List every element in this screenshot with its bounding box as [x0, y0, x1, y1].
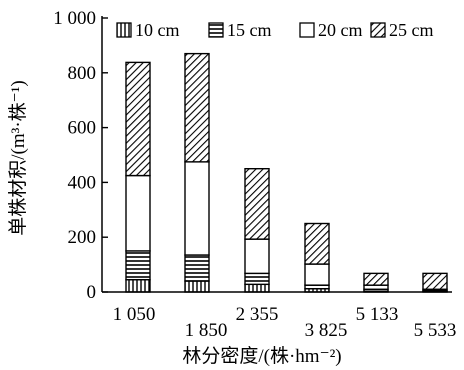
bar-stack [304, 222, 330, 293]
bar-segment [125, 278, 151, 293]
bar-segment [304, 263, 330, 286]
bar-segment [244, 283, 270, 293]
x-tick-label: 5 533 [414, 320, 457, 341]
bar-stack [422, 272, 448, 293]
bar-segment [125, 61, 151, 177]
legend-label: 25 cm [389, 20, 434, 40]
x-tick-label: 1 850 [185, 320, 228, 341]
y-tick-label: 600 [68, 118, 97, 139]
bar-segment [244, 167, 270, 240]
legend-label: 15 cm [227, 20, 272, 40]
axes-group [101, 16, 452, 293]
legend-label: 20 cm [318, 20, 363, 40]
x-tick-label: 2 355 [236, 304, 279, 325]
bar-segment [125, 174, 151, 252]
y-ticks-group: 0 200 400 600 800 1 000 [53, 8, 108, 303]
bar-stack [125, 61, 151, 293]
x-tick-label: 3 825 [305, 320, 348, 341]
bar-segment [244, 272, 270, 286]
bar-segment [422, 272, 448, 290]
legend-item: 10 cm [116, 20, 180, 40]
legend-item: 25 cm [370, 20, 434, 40]
y-tick-label: 200 [68, 227, 97, 248]
bar-stack [363, 272, 389, 293]
bar-segment [244, 238, 270, 275]
bar-segment [184, 280, 210, 293]
bar-segment [304, 222, 330, 265]
y-tick-label: 400 [68, 172, 97, 193]
legend-item: 15 cm [208, 20, 272, 40]
bar-segment [363, 272, 389, 286]
legend-swatch [116, 22, 132, 38]
y-tick-label: 0 [87, 282, 97, 303]
bar-segment [125, 250, 151, 281]
bar-segment [184, 52, 210, 163]
x-tick-label: 1 050 [113, 304, 156, 325]
legend: 10 cm 15 cm 20 cm 25 cm [116, 20, 434, 40]
legend-swatch [299, 22, 315, 38]
x-ticks-group: 1 050 1 850 2 355 3 825 5 133 5 533 [113, 304, 457, 341]
bar-stack [184, 52, 210, 293]
legend-label: 10 cm [135, 20, 180, 40]
y-axis-label: 单株材积/(m³·株⁻¹) [7, 80, 29, 235]
legend-swatch [208, 22, 224, 38]
bar-stack [244, 167, 270, 293]
legend-swatch [370, 22, 386, 38]
bars-group [125, 52, 448, 293]
legend-item: 20 cm [299, 20, 363, 40]
y-tick-label: 800 [68, 63, 97, 84]
y-tick-label: 1 000 [53, 8, 96, 29]
bar-segment [184, 254, 210, 282]
x-axis-label: 林分密度/(株·hm⁻²) [182, 345, 341, 367]
x-tick-label: 5 133 [356, 304, 399, 325]
bar-segment [184, 161, 210, 256]
